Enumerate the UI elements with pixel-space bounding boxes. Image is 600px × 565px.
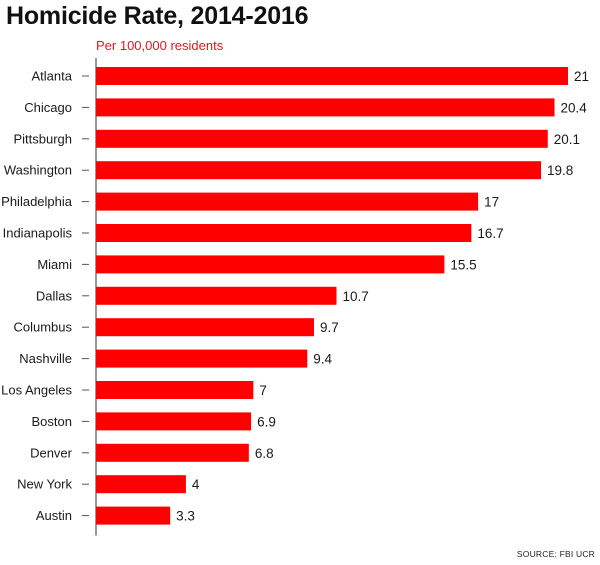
bar (96, 443, 249, 462)
category-label: Chicago (24, 100, 72, 115)
value-label: 9.4 (313, 352, 332, 367)
category-label: Denver (30, 445, 73, 460)
bar (96, 98, 555, 117)
bar (96, 475, 186, 494)
bar (96, 349, 308, 368)
bar (96, 224, 472, 242)
category-label: Nashville (19, 351, 72, 366)
category-label: Los Angeles (1, 383, 72, 398)
value-label: 6.9 (257, 414, 276, 429)
bar (96, 129, 548, 148)
chart-subtitle: Per 100,000 residents (96, 38, 224, 53)
value-label: 20.1 (554, 132, 580, 147)
value-label: 17 (484, 195, 499, 210)
category-label: Atlanta (32, 69, 73, 84)
bar (96, 318, 315, 337)
value-label: 9.7 (320, 320, 339, 335)
value-label: 4 (192, 477, 200, 492)
category-label: Columbus (13, 320, 72, 335)
bar (96, 192, 479, 211)
bar (96, 412, 252, 431)
category-label: Dallas (36, 288, 73, 303)
bar (96, 506, 171, 525)
value-label: 20.4 (561, 100, 588, 115)
value-label: 7 (259, 383, 267, 398)
value-label: 6.8 (255, 446, 274, 461)
value-label: 15.5 (450, 257, 476, 272)
value-label: 21 (574, 69, 589, 84)
bar (96, 255, 445, 274)
category-label: Miami (37, 257, 72, 272)
category-label: Boston (32, 414, 72, 429)
category-label: New York (17, 477, 72, 492)
source-note: SOURCE: FBI UCR (516, 549, 595, 559)
value-label: 3.3 (176, 509, 195, 524)
bars-layer: Atlanta 21 Chicago 20.4 Pittsburgh 20.1 Washin… (1, 58, 589, 536)
chart-title: Homicide Rate, 2014-2016 (6, 2, 309, 30)
value-label: 10.7 (342, 289, 368, 304)
value-label: 19.8 (547, 163, 573, 178)
bar (96, 67, 568, 85)
bar (96, 286, 337, 305)
category-label: Indianapolis (3, 226, 73, 241)
bar (96, 381, 254, 399)
category-label: Philadelphia (1, 194, 73, 209)
value-label: 16.7 (477, 226, 503, 241)
category-label: Austin (36, 508, 72, 523)
bar (96, 161, 542, 180)
category-label: Washington (4, 163, 72, 178)
category-label: Pittsburgh (13, 131, 72, 146)
